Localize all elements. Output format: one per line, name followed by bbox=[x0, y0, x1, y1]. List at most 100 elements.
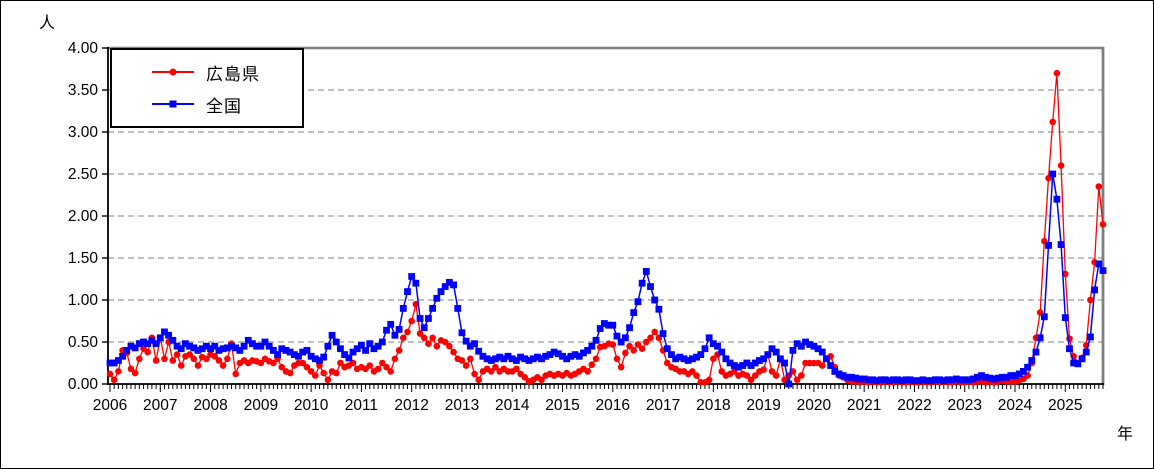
data-point bbox=[994, 374, 1002, 382]
data-point bbox=[374, 342, 382, 350]
data-point bbox=[508, 355, 516, 363]
data-point bbox=[634, 298, 642, 306]
legend-label-national: 全国 bbox=[206, 96, 242, 116]
data-point bbox=[747, 362, 755, 369]
data-point bbox=[135, 340, 143, 348]
data-point bbox=[630, 347, 638, 354]
data-point bbox=[429, 305, 437, 312]
data-point bbox=[299, 348, 307, 356]
data-point bbox=[747, 376, 755, 384]
data-point bbox=[1057, 162, 1065, 169]
data-point bbox=[693, 372, 700, 379]
data-point bbox=[647, 334, 654, 342]
data-point bbox=[437, 288, 445, 295]
data-point bbox=[688, 355, 696, 363]
data-point bbox=[416, 315, 424, 322]
data-point bbox=[487, 368, 495, 375]
data-point bbox=[144, 340, 152, 348]
data-point bbox=[303, 363, 311, 371]
data-point bbox=[378, 338, 386, 346]
data-point bbox=[944, 376, 952, 384]
data-point bbox=[232, 344, 240, 352]
data-point bbox=[240, 342, 248, 350]
data-point bbox=[613, 332, 621, 340]
data-point bbox=[324, 376, 332, 384]
data-point bbox=[626, 342, 633, 350]
data-point bbox=[492, 363, 499, 371]
data-point bbox=[265, 342, 273, 350]
data-point bbox=[890, 376, 897, 384]
x-tick-label: 2013 bbox=[445, 397, 479, 414]
data-point bbox=[366, 362, 374, 369]
data-point bbox=[295, 352, 302, 360]
data-point bbox=[332, 338, 340, 346]
data-point bbox=[144, 348, 152, 356]
data-point bbox=[219, 345, 227, 353]
data-point bbox=[1040, 313, 1048, 321]
data-point bbox=[592, 336, 600, 344]
data-point bbox=[827, 362, 835, 369]
data-point bbox=[399, 334, 407, 342]
data-point bbox=[182, 340, 189, 348]
data-point bbox=[860, 375, 868, 383]
data-point bbox=[709, 340, 717, 348]
data-point bbox=[203, 355, 210, 363]
data-point bbox=[194, 347, 202, 354]
data-point bbox=[885, 377, 893, 385]
data-point bbox=[940, 377, 948, 385]
data-point bbox=[458, 357, 466, 364]
data-point bbox=[1053, 195, 1061, 203]
data-point bbox=[584, 368, 591, 375]
data-point bbox=[927, 377, 935, 385]
data-point bbox=[446, 342, 453, 350]
y-tick-label: 4.00 bbox=[68, 40, 99, 57]
data-point bbox=[764, 351, 772, 358]
data-point bbox=[420, 334, 428, 342]
y-tick-label: 2.50 bbox=[68, 166, 99, 183]
data-point bbox=[261, 338, 269, 346]
data-point bbox=[789, 368, 797, 375]
data-point bbox=[609, 321, 617, 329]
data-point bbox=[663, 345, 671, 353]
data-point bbox=[756, 357, 763, 364]
data-point bbox=[136, 355, 143, 363]
data-point bbox=[454, 305, 462, 312]
data-point bbox=[844, 373, 851, 381]
data-point bbox=[479, 352, 487, 360]
data-point bbox=[496, 353, 504, 361]
data-point bbox=[521, 373, 529, 381]
data-point bbox=[1049, 118, 1057, 126]
data-point bbox=[173, 342, 181, 350]
data-point bbox=[320, 369, 327, 377]
data-point bbox=[290, 351, 298, 358]
data-point bbox=[785, 380, 793, 388]
x-tick-label: 2015 bbox=[545, 397, 579, 414]
data-point bbox=[877, 376, 885, 384]
data-point bbox=[425, 315, 432, 322]
data-point bbox=[282, 347, 290, 354]
data-point bbox=[701, 345, 709, 353]
data-point bbox=[152, 357, 160, 364]
data-point bbox=[668, 351, 675, 358]
data-point bbox=[802, 338, 809, 346]
data-point bbox=[1011, 372, 1019, 379]
data-point bbox=[680, 355, 688, 363]
data-point bbox=[219, 362, 227, 369]
data-point bbox=[617, 363, 625, 371]
data-point bbox=[743, 372, 751, 379]
y-tick-label: 3.00 bbox=[68, 124, 99, 141]
data-point bbox=[969, 375, 977, 383]
data-point bbox=[278, 363, 286, 371]
data-point bbox=[689, 368, 696, 375]
data-point bbox=[513, 365, 520, 373]
data-point bbox=[383, 326, 390, 334]
data-point bbox=[1074, 360, 1082, 368]
data-point bbox=[316, 357, 323, 364]
data-point bbox=[106, 370, 114, 378]
data-point bbox=[441, 283, 449, 290]
data-point bbox=[542, 352, 550, 360]
data-point bbox=[835, 370, 843, 378]
data-point bbox=[1019, 368, 1027, 375]
data-point bbox=[345, 354, 353, 362]
